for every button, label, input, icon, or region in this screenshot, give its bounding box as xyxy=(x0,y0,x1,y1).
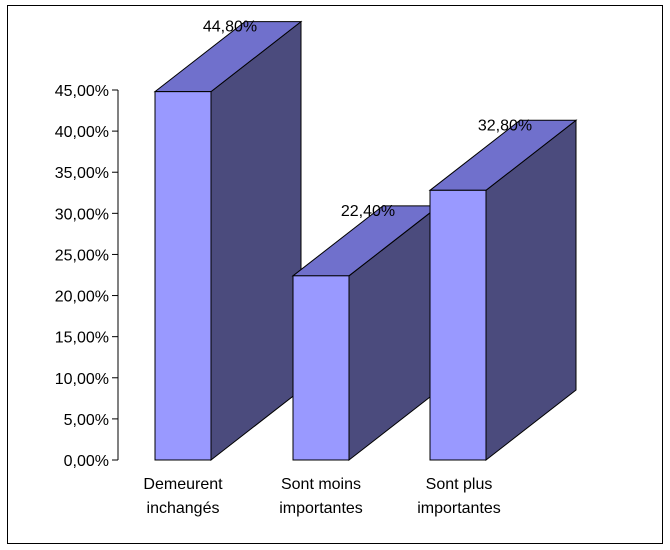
y-tick-label: 30,00% xyxy=(55,206,109,223)
data-label: 44,80% xyxy=(203,19,257,36)
bar-front-face xyxy=(154,91,212,461)
y-tick-label: 40,00% xyxy=(55,124,109,141)
bar-front-face xyxy=(429,189,487,461)
chart-frame: 0,00% 5,00% 10,00% 15,00% 20,00% 25,00% 30,00%… xyxy=(7,5,663,544)
y-tick-label: 0,00% xyxy=(64,453,109,470)
y-tick-label: 20,00% xyxy=(55,289,109,306)
bar-side-face xyxy=(210,20,302,462)
bar-chart: 0,00% 5,00% 10,00% 15,00% 20,00% 25,00% 30,00%… xyxy=(55,19,578,517)
bars-layer xyxy=(153,20,578,462)
labels-layer: 44,80% 22,40% 32,80% Demeurent inchangés Sont… xyxy=(143,19,532,517)
category-label-line: Sont plus xyxy=(426,476,493,493)
axis-layer: 0,00% 5,00% 10,00% 15,00% 20,00% 25,00% 30,00%… xyxy=(55,83,119,470)
y-tick-label: 15,00% xyxy=(55,330,109,347)
data-label: 22,40% xyxy=(341,203,395,220)
y-tick-label: 10,00% xyxy=(55,371,109,388)
y-tick-label: 45,00% xyxy=(55,83,109,100)
bar-front-face xyxy=(292,275,350,461)
category-label: Demeurent inchangés xyxy=(143,476,223,517)
category-label-line: importantes xyxy=(417,500,501,517)
category-label-line: Demeurent xyxy=(143,476,223,493)
y-tick-label: 25,00% xyxy=(55,247,109,264)
bar-2 xyxy=(428,119,578,462)
y-tick-label: 5,00% xyxy=(64,412,109,429)
category-label-line: inchangés xyxy=(147,500,220,517)
bar-0 xyxy=(153,20,303,462)
y-tick-label: 35,00% xyxy=(55,165,109,182)
category-label: Sont moins importantes xyxy=(279,476,363,517)
bar-1 xyxy=(291,204,441,462)
category-label: Sont plus importantes xyxy=(417,476,501,517)
category-label-line: importantes xyxy=(279,500,363,517)
data-label: 32,80% xyxy=(478,117,532,134)
category-label-line: Sont moins xyxy=(281,476,361,493)
